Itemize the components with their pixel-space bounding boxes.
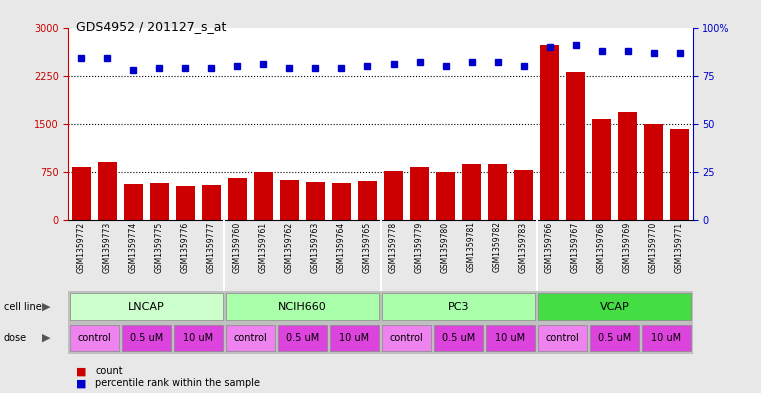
Text: PC3: PC3 <box>447 301 470 312</box>
Text: GSM1359768: GSM1359768 <box>597 222 606 273</box>
Text: NCIH660: NCIH660 <box>278 301 327 312</box>
Bar <box>280 180 298 220</box>
Text: control: control <box>234 333 267 343</box>
Text: GSM1359765: GSM1359765 <box>363 222 372 273</box>
Bar <box>592 119 610 220</box>
Bar <box>642 325 691 351</box>
Text: GSM1359773: GSM1359773 <box>103 222 112 273</box>
Bar <box>590 325 639 351</box>
Bar <box>202 185 221 220</box>
Bar <box>489 164 507 220</box>
Text: GSM1359767: GSM1359767 <box>571 222 580 273</box>
Text: GSM1359770: GSM1359770 <box>649 222 658 273</box>
Bar <box>226 293 379 320</box>
Text: control: control <box>546 333 579 343</box>
Bar <box>384 171 403 220</box>
Text: GSM1359762: GSM1359762 <box>285 222 294 273</box>
Bar <box>226 325 275 351</box>
Bar <box>228 178 247 220</box>
Text: GSM1359763: GSM1359763 <box>311 222 320 273</box>
Bar <box>122 325 171 351</box>
Text: LNCAP: LNCAP <box>128 301 165 312</box>
Text: control: control <box>390 333 423 343</box>
Text: GSM1359781: GSM1359781 <box>467 222 476 272</box>
Bar <box>254 172 272 220</box>
Text: GSM1359777: GSM1359777 <box>207 222 216 273</box>
Bar <box>619 112 637 220</box>
Bar <box>330 325 379 351</box>
Bar <box>124 184 142 220</box>
Text: 10 uM: 10 uM <box>651 333 682 343</box>
Text: 0.5 uM: 0.5 uM <box>286 333 319 343</box>
Bar <box>70 325 119 351</box>
Text: GSM1359783: GSM1359783 <box>519 222 528 273</box>
Bar <box>410 167 428 220</box>
Text: GSM1359760: GSM1359760 <box>233 222 242 273</box>
Text: 0.5 uM: 0.5 uM <box>598 333 631 343</box>
Bar <box>70 293 223 320</box>
Text: GSM1359775: GSM1359775 <box>155 222 164 273</box>
Text: 0.5 uM: 0.5 uM <box>130 333 163 343</box>
Bar <box>463 164 481 220</box>
Bar <box>540 46 559 220</box>
Bar <box>174 325 223 351</box>
Text: GSM1359778: GSM1359778 <box>389 222 398 273</box>
Bar <box>98 162 116 220</box>
Bar <box>538 293 691 320</box>
Text: 10 uM: 10 uM <box>183 333 214 343</box>
Text: control: control <box>78 333 111 343</box>
Bar <box>382 293 535 320</box>
Text: GSM1359776: GSM1359776 <box>181 222 190 273</box>
Bar <box>358 181 377 220</box>
Bar <box>307 182 325 220</box>
Bar <box>566 72 584 220</box>
Bar <box>382 325 431 351</box>
Text: count: count <box>95 366 123 376</box>
Bar <box>151 183 169 220</box>
Bar <box>278 325 327 351</box>
Text: ■: ■ <box>76 366 87 376</box>
Text: ▶: ▶ <box>42 301 50 312</box>
Bar <box>514 170 533 220</box>
Text: ▶: ▶ <box>42 333 50 343</box>
Text: cell line: cell line <box>4 301 42 312</box>
Text: 0.5 uM: 0.5 uM <box>442 333 475 343</box>
Text: GSM1359774: GSM1359774 <box>129 222 138 273</box>
Text: 10 uM: 10 uM <box>495 333 526 343</box>
Bar <box>486 325 535 351</box>
Bar <box>434 325 483 351</box>
Text: GSM1359771: GSM1359771 <box>675 222 684 273</box>
Bar <box>436 172 454 220</box>
Bar <box>72 167 91 220</box>
Bar <box>538 325 587 351</box>
Text: GDS4952 / 201127_s_at: GDS4952 / 201127_s_at <box>76 20 227 33</box>
Bar <box>177 186 195 220</box>
Text: percentile rank within the sample: percentile rank within the sample <box>95 378 260 388</box>
Bar <box>333 183 351 220</box>
Text: GSM1359761: GSM1359761 <box>259 222 268 273</box>
Text: GSM1359766: GSM1359766 <box>545 222 554 273</box>
Bar <box>645 125 663 220</box>
Text: GSM1359772: GSM1359772 <box>77 222 86 273</box>
Text: dose: dose <box>4 333 27 343</box>
Text: GSM1359780: GSM1359780 <box>441 222 450 273</box>
Text: GSM1359782: GSM1359782 <box>493 222 502 272</box>
Text: GSM1359769: GSM1359769 <box>623 222 632 273</box>
Bar <box>670 129 689 220</box>
Text: 10 uM: 10 uM <box>339 333 370 343</box>
Text: GSM1359764: GSM1359764 <box>337 222 346 273</box>
Text: GSM1359779: GSM1359779 <box>415 222 424 273</box>
Text: VCAP: VCAP <box>600 301 629 312</box>
Text: ■: ■ <box>76 378 87 388</box>
